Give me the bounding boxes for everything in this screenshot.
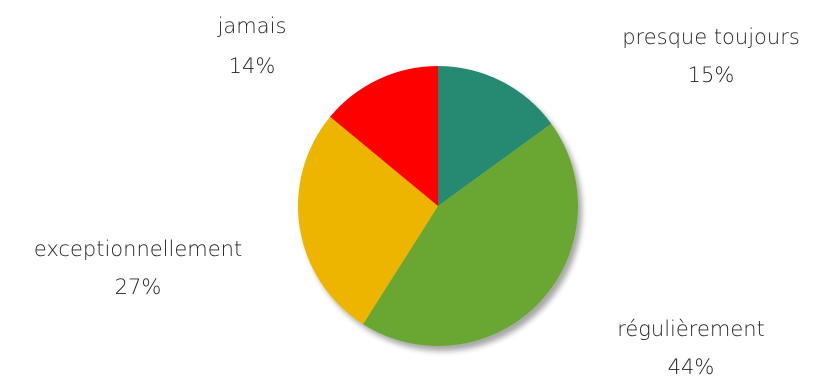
slice-label-jamais: jamais [217, 14, 287, 38]
slice-label-regulierement: régulièrement [617, 317, 765, 341]
slice-value-jamais: 14% [229, 54, 276, 78]
slice-value-exceptionnellement: 27% [115, 275, 162, 299]
slice-value-regulierement: 44% [668, 355, 715, 377]
slice-value-presque-toujours: 15% [688, 63, 735, 87]
pie-slice-exceptionnellement [297, 116, 438, 325]
pie-slice-jamais [330, 66, 438, 206]
pie-slice-regulierement [362, 123, 579, 347]
pie-slices [297, 66, 579, 347]
slice-label-exceptionnellement: exceptionnellement [34, 237, 242, 261]
slice-label-presque-toujours: presque toujours [622, 25, 800, 49]
pie-slice-presque-toujours [438, 66, 552, 206]
